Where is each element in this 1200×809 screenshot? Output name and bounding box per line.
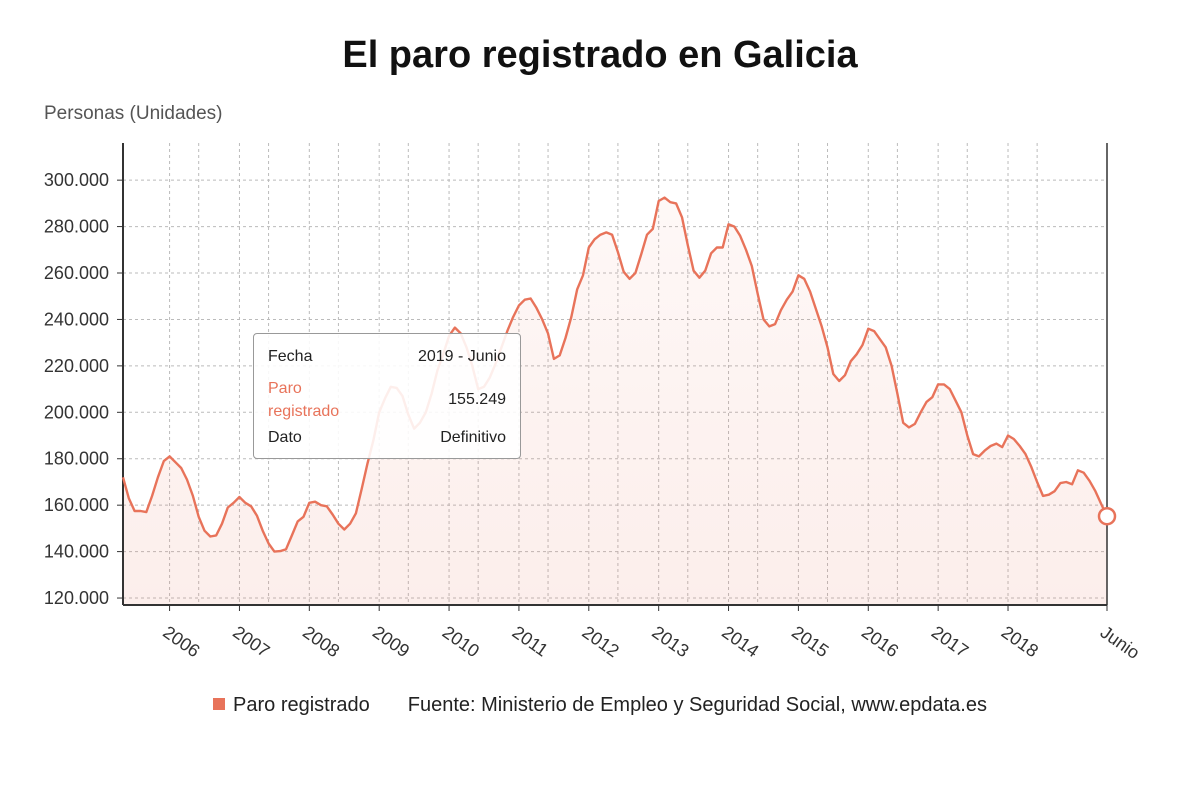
highlight-marker xyxy=(1097,506,1117,526)
x-tick-label: 2018 xyxy=(998,622,1042,661)
tooltip-value: 155.249 xyxy=(448,391,506,408)
tooltip-key: Fecha xyxy=(268,348,313,365)
y-axis-label: Personas (Unidades) xyxy=(44,103,223,124)
x-tick-label: 2014 xyxy=(718,622,762,661)
chart-title: El paro registrado en Galicia xyxy=(342,34,858,76)
x-tick-label: 2008 xyxy=(299,622,343,661)
source-text: Fuente: Ministerio de Empleo y Seguridad… xyxy=(407,694,987,716)
axes xyxy=(117,143,1108,611)
tooltip-key: Dato xyxy=(268,429,302,446)
y-tick-label: 160.000 xyxy=(44,495,109,515)
tooltip-value: 2019 - Junio xyxy=(417,348,506,365)
series-line xyxy=(121,196,1109,553)
y-tick-label: 120.000 xyxy=(44,588,109,608)
x-tick-labels: 2006 2007 2008 2009 2010 2011 2012 2013 2014 2015… xyxy=(159,622,1143,663)
x-tick-label: 2017 xyxy=(928,622,972,661)
series-line-path xyxy=(121,196,1109,553)
x-tick-label: 2009 xyxy=(369,622,413,661)
y-tick-label: 180.000 xyxy=(44,449,109,469)
x-tick-label: 2016 xyxy=(858,622,902,661)
legend-swatch xyxy=(213,698,226,710)
x-tick-label: 2010 xyxy=(439,622,483,661)
x-tick-label: 2011 xyxy=(509,622,552,661)
y-tick-label: 200.000 xyxy=(44,402,109,422)
tooltip: Fecha 2019 - Junio Paro registrado 155.2… xyxy=(253,333,521,459)
x-tick-label: 2012 xyxy=(579,622,623,661)
highlight-point xyxy=(1097,506,1117,526)
tooltip-row-dato: Dato Definitivo xyxy=(268,429,506,447)
tooltip-value: Definitivo xyxy=(440,429,506,446)
y-tick-labels: 120.000 140.000 160.000 180.000 200.000 220.0… xyxy=(44,170,109,608)
legend: Paro registrado Fuente: Ministerio de Emp… xyxy=(0,694,1200,717)
y-tick-label: 240.000 xyxy=(44,309,109,329)
x-tick-label: 2006 xyxy=(159,622,203,661)
x-tick-label: 2007 xyxy=(229,622,273,661)
x-tick-label: 2013 xyxy=(648,622,692,661)
y-tick-label: 280.000 xyxy=(44,217,109,237)
series-area-fill xyxy=(123,197,1107,605)
x-tick-label: Junio xyxy=(1097,622,1144,663)
y-tick-label: 140.000 xyxy=(44,542,109,562)
tooltip-row-fecha: Fecha 2019 - Junio xyxy=(268,348,506,366)
legend-series-label[interactable]: Paro registrado xyxy=(233,694,370,716)
x-tick-label: 2015 xyxy=(788,622,832,661)
series-area xyxy=(123,197,1107,605)
y-tick-label: 300.000 xyxy=(44,170,109,190)
y-tick-label: 220.000 xyxy=(44,356,109,376)
y-tick-label: 260.000 xyxy=(44,263,109,283)
tooltip-key: Paro registrado xyxy=(268,380,340,420)
tooltip-row-paro: Paro registrado 155.249 xyxy=(268,377,506,423)
